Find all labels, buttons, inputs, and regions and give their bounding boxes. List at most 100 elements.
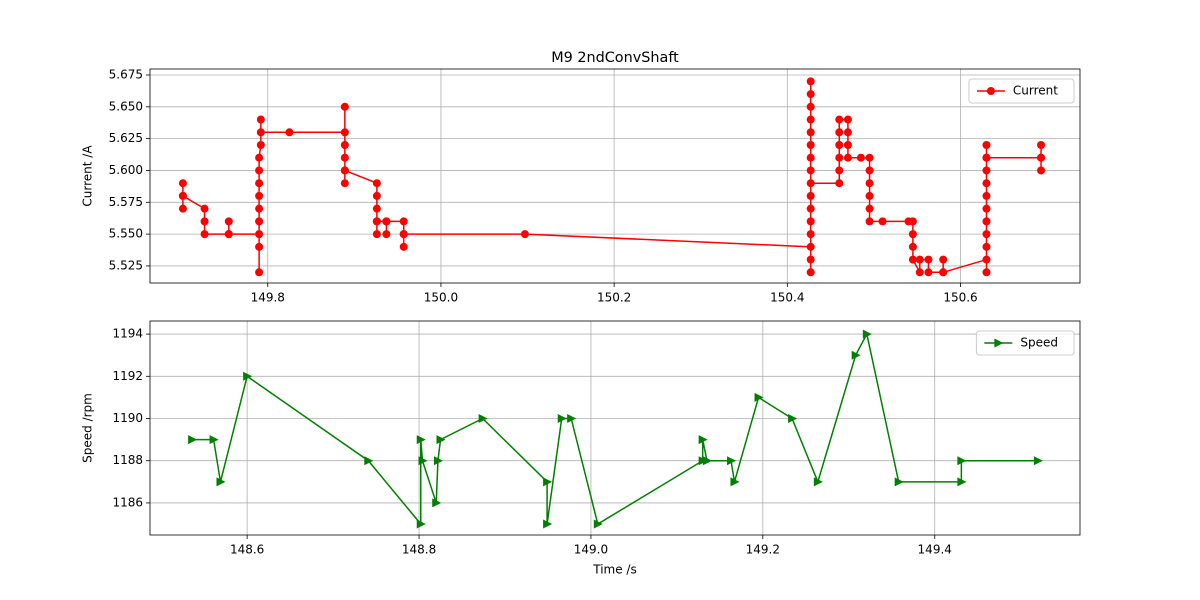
y-tick-label: 5.600 <box>109 163 143 177</box>
marker <box>982 191 991 200</box>
marker <box>856 153 865 162</box>
marker <box>788 414 798 424</box>
marker <box>982 242 991 251</box>
marker <box>372 217 381 226</box>
marker <box>255 153 264 162</box>
marker <box>982 179 991 188</box>
marker <box>865 179 874 188</box>
marker <box>865 166 874 175</box>
x-tick-label: 149.8 <box>251 291 285 305</box>
marker <box>835 141 844 150</box>
marker <box>843 128 852 137</box>
marker <box>806 90 815 99</box>
marker <box>188 435 198 445</box>
y-tick-label: 5.575 <box>109 195 143 209</box>
marker <box>806 153 815 162</box>
marker <box>908 255 917 264</box>
marker <box>982 153 991 162</box>
marker <box>843 153 852 162</box>
x-tick-label: 150.4 <box>770 291 804 305</box>
marker <box>255 242 264 251</box>
marker <box>256 115 265 124</box>
marker <box>806 141 815 150</box>
x-tick-label: 149.2 <box>746 543 780 557</box>
marker <box>340 128 349 137</box>
marker <box>520 230 529 239</box>
marker <box>255 179 264 188</box>
marker <box>698 435 708 445</box>
marker <box>1037 141 1046 150</box>
marker <box>908 230 917 239</box>
marker <box>835 153 844 162</box>
marker <box>340 153 349 162</box>
x-tick-label: 150.6 <box>943 291 977 305</box>
marker <box>982 255 991 264</box>
marker <box>982 204 991 213</box>
marker <box>806 268 815 277</box>
marker <box>1037 153 1046 162</box>
marker <box>806 166 815 175</box>
marker <box>255 191 264 200</box>
marker <box>982 268 991 277</box>
marker <box>727 456 737 466</box>
marker <box>982 166 991 175</box>
marker <box>878 217 887 226</box>
legend-frame <box>968 78 1075 104</box>
marker <box>340 179 349 188</box>
marker <box>957 477 967 487</box>
marker <box>865 153 874 162</box>
marker <box>924 255 933 264</box>
marker <box>843 115 852 124</box>
marker <box>835 128 844 137</box>
marker <box>982 217 991 226</box>
marker <box>835 166 844 175</box>
y-axis-title: Speed /rpm <box>81 393 95 463</box>
marker <box>372 179 381 188</box>
marker <box>256 141 265 150</box>
marker <box>178 204 187 213</box>
marker <box>806 115 815 124</box>
marker <box>908 217 917 226</box>
y-axis-title: Current /A <box>81 145 95 207</box>
marker <box>924 268 933 277</box>
marker <box>982 230 991 239</box>
marker <box>224 230 233 239</box>
marker <box>806 179 815 188</box>
legend-label: Current <box>1013 84 1058 98</box>
marker <box>340 166 349 175</box>
marker <box>200 217 209 226</box>
marker <box>543 519 553 529</box>
marker <box>178 191 187 200</box>
x-tick-label: 149.0 <box>574 543 608 557</box>
axes-frame <box>149 68 1081 284</box>
subplot: 149.8 150.0 150.2 150.4 150.6 5.525 5.550 5.575… <box>81 50 1081 305</box>
marker <box>894 477 904 487</box>
marker <box>243 371 253 381</box>
marker <box>364 456 374 466</box>
legend-label: Speed <box>1020 336 1058 350</box>
axes-frame <box>149 320 1081 536</box>
marker <box>416 435 426 445</box>
marker <box>567 414 577 424</box>
y-tick-label: 1186 <box>112 495 143 509</box>
marker <box>862 329 872 339</box>
marker <box>806 77 815 86</box>
marker <box>806 242 815 251</box>
marker <box>806 191 815 200</box>
marker <box>433 456 443 466</box>
marker <box>255 230 264 239</box>
marker <box>806 204 815 213</box>
marker <box>255 166 264 175</box>
marker <box>835 115 844 124</box>
marker <box>865 191 874 200</box>
marker <box>835 179 844 188</box>
y-tick-label: 1194 <box>112 327 143 341</box>
marker <box>806 217 815 226</box>
marker <box>340 102 349 111</box>
marker <box>255 217 264 226</box>
marker <box>399 242 408 251</box>
marker <box>340 141 349 150</box>
y-tick-label: 1192 <box>112 369 143 383</box>
x-tick-label: 148.6 <box>230 543 264 557</box>
marker <box>939 255 948 264</box>
